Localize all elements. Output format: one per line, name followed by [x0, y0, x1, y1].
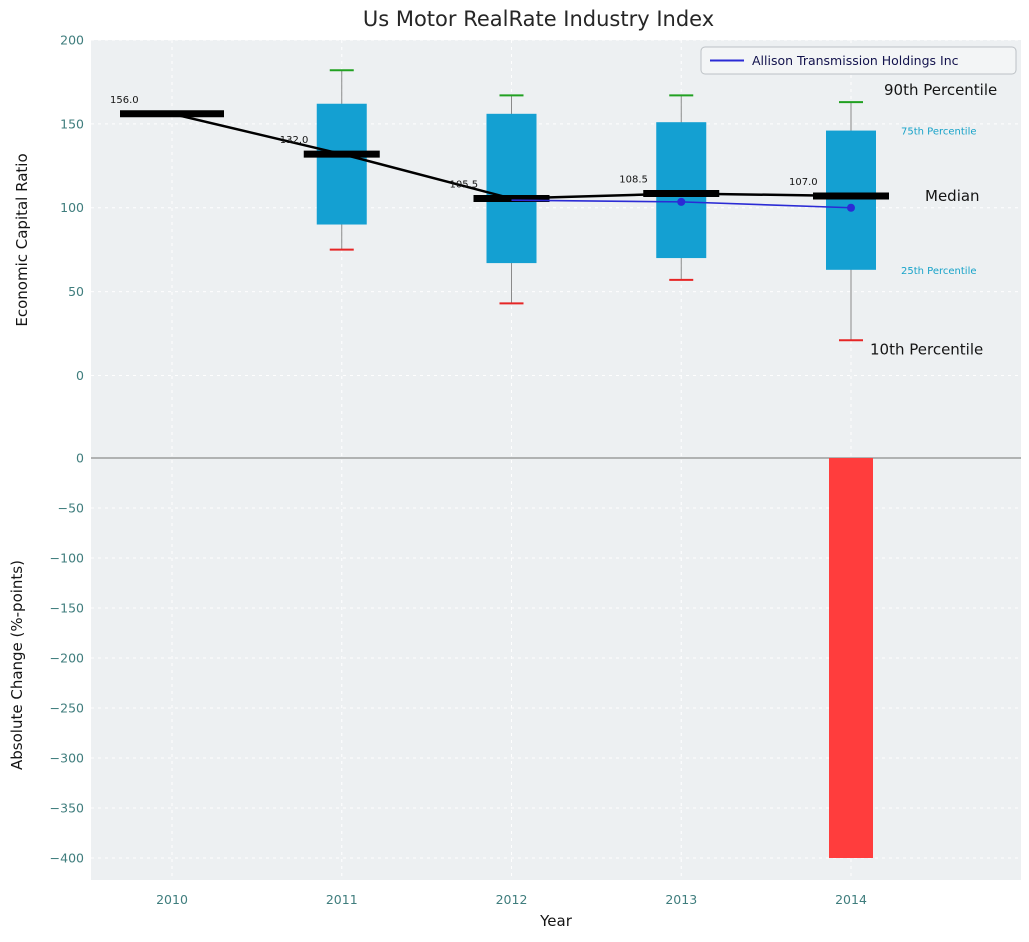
y-tick-label-bottom--50: −50	[58, 501, 84, 516]
y-tick-label-top-150: 150	[60, 116, 84, 131]
annotation-90th-percentile: 90th Percentile	[884, 81, 997, 99]
y-tick-label-bottom--100: −100	[50, 551, 84, 566]
top-panel-background	[91, 40, 1021, 456]
y-axis-label-bottom: Absolute Change (%-points)	[8, 560, 26, 770]
median-label-2013: 108.5	[619, 174, 648, 185]
y-tick-label-bottom--350: −350	[50, 801, 84, 816]
x-tick-label-2010: 2010	[156, 892, 188, 907]
company-point-2014	[847, 203, 855, 212]
median-label-2014: 107.0	[789, 177, 818, 188]
annotation-10th-percentile: 10th Percentile	[870, 340, 983, 358]
legend-box	[700, 46, 1017, 75]
x-tick-label-2012: 2012	[496, 892, 528, 907]
change-bar-2014	[829, 458, 873, 858]
legend: Allison Transmission Holdings Inc	[700, 46, 1017, 75]
company-point-2013	[677, 197, 686, 206]
x-tick-label-2011: 2011	[326, 892, 358, 907]
chart-title: Us Motor RealRate Industry Index	[362, 7, 715, 31]
iqr-box-2012	[486, 113, 537, 264]
y-tick-label-top-200: 200	[60, 33, 84, 48]
median-label-2010: 156.0	[110, 95, 139, 106]
y-tick-label-bottom--150: −150	[50, 601, 84, 616]
y-tick-label-top-0: 0	[76, 368, 84, 383]
y-tick-label-bottom--300: −300	[50, 751, 84, 766]
x-tick-label-2014: 2014	[835, 892, 867, 907]
y-tick-label-top-50: 50	[68, 284, 84, 299]
y-tick-label-bottom--200: −200	[50, 651, 84, 666]
legend-label: Allison Transmission Holdings Inc	[752, 53, 959, 68]
y-axis-label-top: Economic Capital Ratio	[13, 153, 31, 326]
annotation-median: Median	[925, 187, 980, 205]
iqr-box-2014	[826, 130, 876, 270]
median-label-2012: 105.5	[450, 180, 479, 191]
y-tick-label-top-100: 100	[60, 200, 84, 215]
annotation-25th-percentile: 25th Percentile	[901, 266, 977, 277]
y-tick-label-bottom--250: −250	[50, 701, 84, 716]
x-tick-label-2013: 2013	[665, 892, 697, 907]
iqr-box-2011	[316, 103, 367, 225]
median-label-2011: 132.0	[280, 135, 309, 146]
bottom-panel-background	[91, 456, 1021, 880]
y-tick-label-bottom-0: 0	[76, 451, 84, 466]
annotation-75th-percentile: 75th Percentile	[901, 127, 977, 138]
x-axis-label: Year	[539, 912, 573, 930]
y-tick-label-bottom--400: −400	[50, 851, 84, 866]
